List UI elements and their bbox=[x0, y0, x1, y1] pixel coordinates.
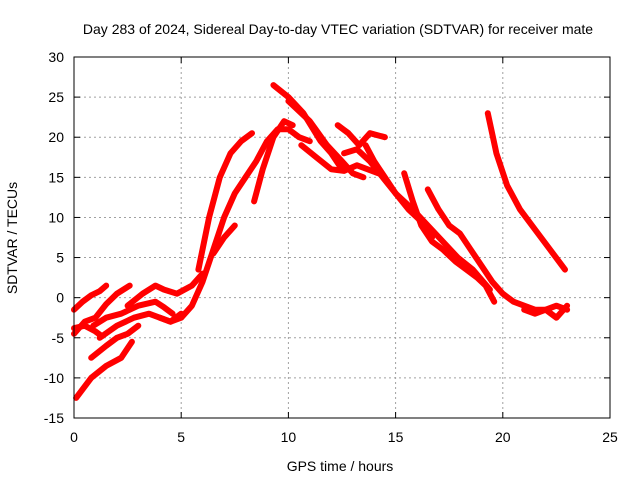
series-line-track-o bbox=[298, 142, 382, 177]
x-tick-label: 10 bbox=[281, 429, 297, 445]
y-tick-label: -15 bbox=[44, 410, 64, 426]
y-tick-label: 30 bbox=[48, 49, 64, 65]
y-tick-label: -5 bbox=[52, 330, 65, 346]
series-line-track-u bbox=[484, 110, 568, 273]
plot-area-frame bbox=[73, 56, 611, 419]
series-line-track-v bbox=[521, 302, 571, 321]
series-line-track-p bbox=[334, 122, 388, 149]
y-tick-label: 0 bbox=[56, 290, 64, 306]
series-line-track-i bbox=[156, 126, 313, 325]
x-axis-label: GPS time / hours bbox=[287, 458, 394, 474]
x-tick-label: 15 bbox=[388, 429, 404, 445]
y-tick-label: 15 bbox=[48, 169, 64, 185]
x-tick-label: 25 bbox=[602, 429, 618, 445]
y-axis-label: SDTVAR / TECUs bbox=[4, 182, 20, 294]
series-line-track-k bbox=[210, 222, 238, 257]
grid-lines bbox=[74, 57, 610, 418]
x-tick-label: 0 bbox=[70, 429, 78, 445]
chart-title: Day 283 of 2024, Sidereal Day-to-day VTE… bbox=[83, 21, 593, 37]
series-line-track-s bbox=[401, 170, 498, 305]
x-tick-label: 20 bbox=[495, 429, 511, 445]
y-tick-label: 10 bbox=[48, 209, 64, 225]
series-line-track-f bbox=[73, 338, 135, 401]
y-tick-label: 25 bbox=[48, 89, 64, 105]
y-tick-label: -10 bbox=[44, 370, 64, 386]
series-line-track-d bbox=[90, 298, 176, 329]
series-line-track-h bbox=[124, 270, 206, 309]
series-line-track-n bbox=[285, 98, 367, 181]
data-series bbox=[71, 82, 571, 401]
series-line-track-g bbox=[88, 322, 142, 361]
y-tick-label: 20 bbox=[48, 129, 64, 145]
series-line-track-l bbox=[251, 118, 296, 205]
y-tick-label: 5 bbox=[56, 250, 64, 266]
series-line-track-c bbox=[71, 322, 105, 340]
series-line-track-j bbox=[195, 130, 255, 273]
axis-ticks: 0 5 10 15 20 25 -15 -10 -5 0 5 10 15 20 25 30 bbox=[44, 49, 618, 445]
x-tick-label: 5 bbox=[177, 429, 185, 445]
series-line-track-a bbox=[71, 282, 110, 313]
